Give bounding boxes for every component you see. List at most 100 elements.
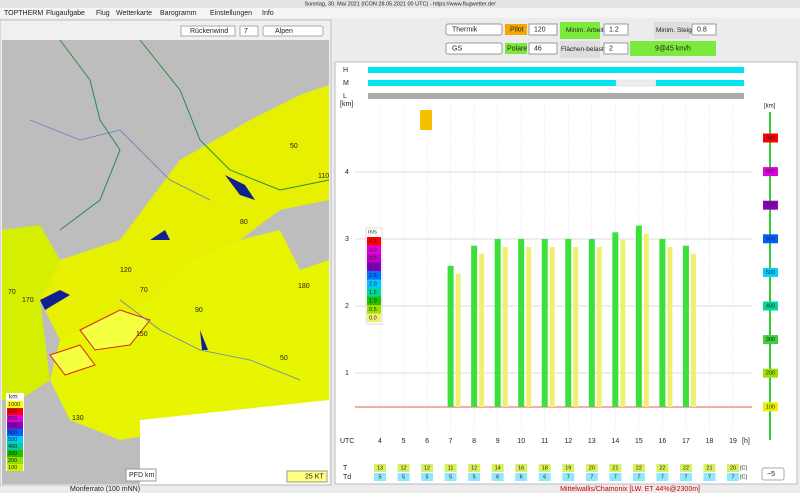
temp-value: 12 — [424, 465, 430, 471]
temp-cell — [421, 473, 434, 481]
climb-label: 1.5 — [369, 290, 377, 296]
site-status: Mittelwallis/Chamonix [LW. ET 44%@2300m] — [560, 486, 700, 493]
legend-swatch — [7, 443, 23, 450]
menu-item[interactable]: TOPTHERM — [4, 10, 43, 17]
temp-unit: [C] — [740, 465, 748, 471]
pilot-field[interactable] — [528, 23, 558, 36]
climb-swatch — [367, 305, 381, 314]
legend-label: 900 — [8, 409, 17, 415]
thermal-column — [471, 245, 478, 407]
menu-item[interactable]: Flug — [96, 10, 110, 17]
x-tick-label: 14 — [611, 438, 619, 445]
mode: Thermik — [452, 26, 478, 33]
temp-value: 22 — [683, 465, 689, 471]
cloud-row-label: M — [343, 80, 349, 87]
legend-swatch — [7, 450, 23, 457]
temp-value: 12 — [471, 465, 477, 471]
wing-loading-field[interactable] — [603, 42, 629, 55]
legend-swatch — [7, 408, 23, 415]
temp-cell — [679, 473, 692, 481]
polar-value: 46 — [534, 45, 542, 52]
pilot: Pilot — [510, 26, 524, 33]
x-tick-label: 9 — [496, 438, 500, 445]
glider: GS — [452, 45, 462, 52]
temp-value: 12 — [400, 465, 406, 471]
time-select[interactable] — [761, 467, 785, 481]
scale-swatch — [763, 267, 778, 277]
time-select-text: ~5 — [767, 471, 775, 478]
utc-label: UTC — [340, 438, 354, 445]
menu-item[interactable]: Info — [262, 10, 274, 17]
climb-label: 0.0 — [369, 315, 377, 321]
x-tick-label: 4 — [378, 438, 382, 445]
thermal-column — [518, 239, 525, 407]
polar-field[interactable] — [528, 42, 558, 55]
temp-cell — [538, 473, 551, 481]
temp-cell — [444, 473, 457, 481]
temp-cell — [421, 464, 434, 472]
temp-cell — [468, 464, 481, 472]
scale-label: 400 — [766, 303, 775, 309]
temp-cell — [491, 464, 504, 472]
y-tick-label: 4 — [345, 169, 349, 176]
climb-swatch — [367, 271, 381, 280]
min-work-field[interactable] — [603, 23, 629, 36]
map-status: Monferrato (100 mNN) — [70, 486, 140, 493]
climb-label: 2.5 — [369, 273, 377, 279]
window-title: Sonntag, 30. Mai 2021 (ICON 28.05.2021 0… — [304, 1, 496, 7]
pfd: PFD — [129, 472, 143, 479]
checkbox-label: Rückenwind — [190, 28, 228, 35]
menu-item[interactable]: Flugaufgabe — [46, 10, 85, 17]
checkbox[interactable] — [180, 25, 236, 37]
temp-cell — [374, 473, 386, 481]
map-terrain — [2, 39, 330, 484]
menu-item[interactable]: Barogramm — [160, 10, 197, 17]
temp-cell — [562, 473, 575, 481]
scale-label: 800 — [766, 169, 775, 175]
wind-scale-box — [286, 470, 328, 483]
temp-cell — [656, 464, 669, 472]
temp-value: 18 — [542, 465, 548, 471]
legend-swatch — [7, 436, 23, 443]
glider-select[interactable] — [445, 42, 503, 55]
number-field[interactable] — [239, 25, 259, 37]
t-label: T — [343, 465, 348, 472]
temp-value: 7 — [567, 474, 570, 480]
temp-value: 7 — [661, 474, 664, 480]
temp-cell — [585, 473, 598, 481]
temp-cell — [491, 473, 504, 481]
thermal-column — [541, 239, 548, 407]
x-tick-label: 5 — [402, 438, 406, 445]
menu-item[interactable]: Einstellungen — [210, 10, 252, 17]
pilot-value: 120 — [534, 26, 546, 33]
menu-item[interactable]: Wetterkarte — [116, 10, 152, 17]
min-climb-label: Minim. Steigen — [656, 27, 699, 34]
climb-swatch — [367, 313, 381, 322]
x-tick-label: 12 — [564, 438, 572, 445]
map-label: 70 — [8, 289, 16, 296]
temp-value: 7 — [590, 474, 593, 480]
scale-label: 200 — [766, 371, 775, 377]
scale-swatch — [763, 335, 778, 345]
temp-value: 21 — [706, 465, 712, 471]
scale-label: 100 — [766, 404, 775, 410]
temp-cell — [727, 473, 739, 481]
map-label: 120 — [120, 267, 132, 274]
temp-cell — [444, 464, 457, 472]
temp-value: 21 — [612, 465, 618, 471]
km-button[interactable]: km — [145, 472, 155, 479]
number: 7 — [244, 28, 248, 35]
mode-select[interactable] — [445, 23, 503, 36]
legend-unit: km — [9, 394, 18, 401]
temp-value: 7 — [614, 474, 617, 480]
pfd-box[interactable] — [125, 468, 157, 482]
temp-value: 5 — [473, 474, 476, 480]
temp-cell — [538, 464, 551, 472]
legend-swatch — [7, 429, 23, 436]
x-tick-label: 13 — [588, 438, 596, 445]
climb-swatch — [367, 288, 381, 297]
min-climb-field[interactable] — [691, 23, 717, 36]
region-select[interactable] — [262, 25, 324, 37]
scale-unit: [km] — [764, 104, 776, 110]
